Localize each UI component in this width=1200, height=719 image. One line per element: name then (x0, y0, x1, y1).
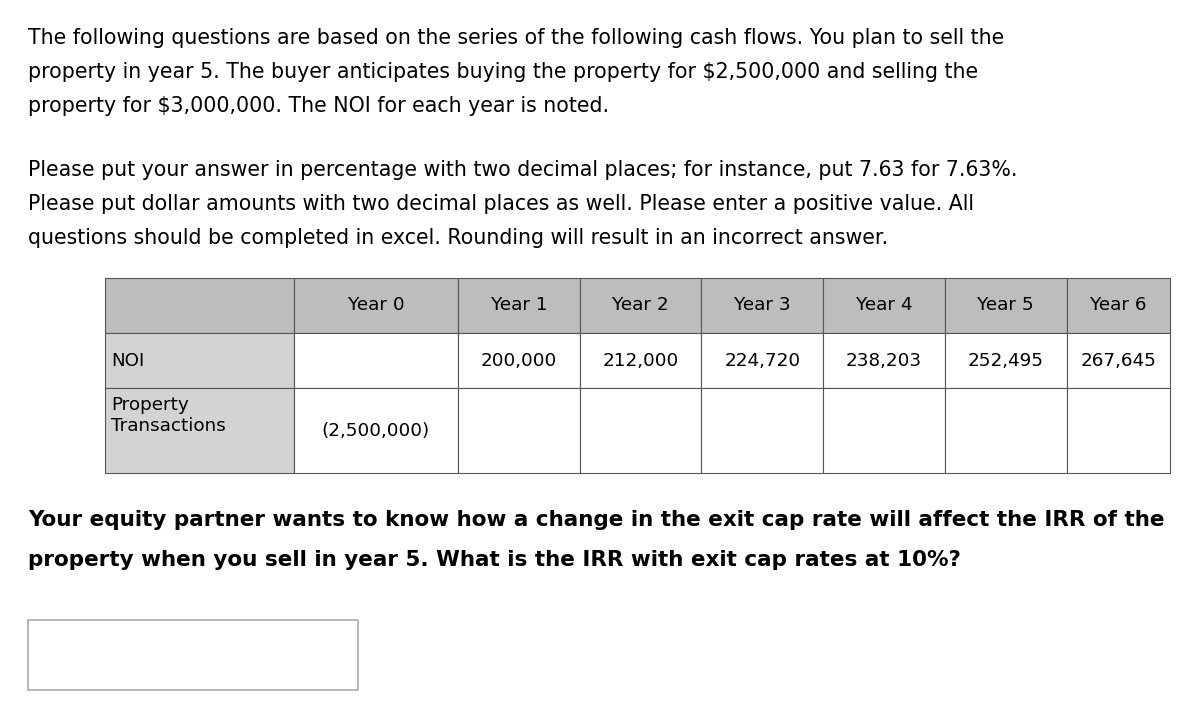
Text: 212,000: 212,000 (602, 352, 679, 370)
Text: 238,203: 238,203 (846, 352, 922, 370)
Bar (458, 388, 580, 473)
Bar (823, 333, 944, 388)
Text: Your equity partner wants to know how a change in the exit cap rate will affect : Your equity partner wants to know how a … (28, 510, 1164, 530)
Text: Please put dollar amounts with two decimal places as well. Please enter a positi: Please put dollar amounts with two decim… (28, 194, 974, 214)
Text: property in year 5. The buyer anticipates buying the property for $2,500,000 and: property in year 5. The buyer anticipate… (28, 62, 978, 82)
Bar (106, 333, 294, 388)
Bar (580, 278, 701, 333)
Text: 252,495: 252,495 (967, 352, 1044, 370)
Text: Property
Transactions: Property Transactions (112, 396, 226, 435)
Bar (944, 333, 1067, 388)
Bar (580, 388, 701, 473)
Bar (458, 278, 580, 333)
Text: Year 3: Year 3 (734, 296, 791, 313)
Text: Year 1: Year 1 (491, 296, 547, 313)
Bar (294, 388, 458, 473)
Bar (1067, 333, 1170, 388)
Bar (294, 333, 458, 388)
Text: The following questions are based on the series of the following cash flows. You: The following questions are based on the… (28, 28, 1004, 48)
Bar (1067, 388, 1170, 473)
Bar (458, 333, 580, 388)
Text: Year 4: Year 4 (856, 296, 912, 313)
Bar (28, 620, 358, 690)
Bar (701, 388, 823, 473)
Text: 224,720: 224,720 (724, 352, 800, 370)
Text: questions should be completed in excel. Rounding will result in an incorrect ans: questions should be completed in excel. … (28, 228, 888, 248)
Bar (580, 333, 701, 388)
Text: Year 6: Year 6 (1090, 296, 1146, 313)
Text: 267,645: 267,645 (1080, 352, 1157, 370)
Bar (944, 278, 1067, 333)
Bar (701, 278, 823, 333)
Bar (944, 388, 1067, 473)
Bar (823, 388, 944, 473)
Text: (2,500,000): (2,500,000) (322, 421, 430, 439)
Bar (106, 278, 294, 333)
Text: property for $3,000,000. The NOI for each year is noted.: property for $3,000,000. The NOI for eac… (28, 96, 610, 116)
Text: Please put your answer in percentage with two decimal places; for instance, put : Please put your answer in percentage wit… (28, 160, 1018, 180)
Bar (294, 278, 458, 333)
Bar (1067, 278, 1170, 333)
Bar (106, 388, 294, 473)
Bar (823, 278, 944, 333)
Text: 200,000: 200,000 (481, 352, 557, 370)
Text: NOI: NOI (112, 352, 144, 370)
Text: Year 0: Year 0 (348, 296, 404, 313)
Text: Year 5: Year 5 (977, 296, 1034, 313)
Text: Year 2: Year 2 (612, 296, 668, 313)
Bar (701, 333, 823, 388)
Text: property when you sell in year 5. What is the IRR with exit cap rates at 10%?: property when you sell in year 5. What i… (28, 550, 961, 570)
